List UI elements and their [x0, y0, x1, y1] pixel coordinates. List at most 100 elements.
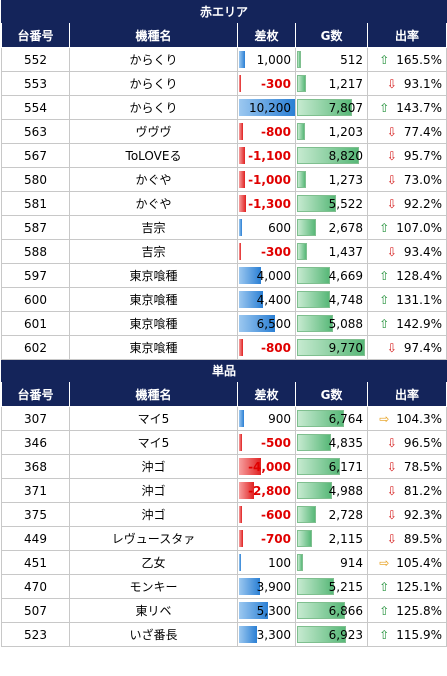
table-row[interactable]: 581 かぐや -1,300 5,522 ⇩ 92.2%	[1, 191, 447, 216]
diff-value: -700	[260, 531, 291, 546]
rate-value: 93.1%	[403, 76, 443, 91]
column-header[interactable]: G数	[295, 381, 368, 407]
rate-cell: ⇧ 131.1%	[366, 287, 447, 312]
machine-number: 368	[1, 454, 70, 479]
games-cell: 9,770	[295, 335, 368, 360]
machine-number: 602	[1, 335, 70, 360]
machine-number: 553	[1, 71, 70, 96]
diff-cell: 900	[237, 406, 296, 431]
machine-name: かぐや	[69, 191, 238, 216]
rate-cell: ⇩ 93.4%	[366, 239, 447, 264]
rate-value: 92.2%	[403, 196, 443, 211]
diff-bar	[239, 434, 242, 451]
diff-value: 100	[268, 555, 291, 570]
table-row[interactable]: 371 沖ゴ -2,800 4,988 ⇩ 81.2%	[1, 478, 447, 503]
rate-cell: ⇧ 165.5%	[366, 47, 447, 72]
arrow-down-icon: ⇩	[386, 76, 397, 91]
column-header[interactable]: 機種名	[69, 22, 238, 48]
table-row[interactable]: 597 東京喰種 4,000 4,669 ⇧ 128.4%	[1, 263, 447, 288]
machine-name: 東京喰種	[69, 311, 238, 336]
rate-cell: ⇩ 93.1%	[366, 71, 447, 96]
games-bar	[297, 482, 332, 499]
table-row[interactable]: 553 からくり -300 1,217 ⇩ 93.1%	[1, 71, 447, 96]
games-cell: 7,807	[295, 95, 368, 120]
column-header[interactable]: 台番号	[1, 22, 70, 48]
diff-value: 6,500	[256, 316, 291, 331]
table-row[interactable]: 346 マイ5 -500 4,835 ⇩ 96.5%	[1, 430, 447, 455]
table-row[interactable]: 375 沖ゴ -600 2,728 ⇩ 92.3%	[1, 502, 447, 527]
column-header[interactable]: 差枚	[237, 381, 296, 407]
column-header[interactable]: 機種名	[69, 381, 238, 407]
table-row[interactable]: 451 乙女 100 914 ⇨ 105.4%	[1, 550, 447, 575]
games-cell: 4,988	[295, 478, 368, 503]
column-header[interactable]: 台番号	[1, 381, 70, 407]
machine-number: 451	[1, 550, 70, 575]
column-header[interactable]: 出率	[366, 22, 447, 48]
table-row[interactable]: 587 吉宗 600 2,678 ⇧ 107.0%	[1, 215, 447, 240]
table-row[interactable]: 449 レヴュースタァ -700 2,115 ⇩ 89.5%	[1, 526, 447, 551]
table-row[interactable]: 600 東京喰種 4,400 4,748 ⇧ 131.1%	[1, 287, 447, 312]
games-value: 6,866	[328, 603, 363, 618]
games-bar	[297, 75, 306, 92]
diff-value: -800	[260, 124, 291, 139]
machine-name: からくり	[69, 71, 238, 96]
diff-value: -2,800	[248, 483, 291, 498]
diff-bar	[239, 578, 261, 595]
games-value: 4,835	[328, 435, 363, 450]
machine-name: ヴヴヴ	[69, 119, 238, 144]
arrow-up-icon: ⇧	[379, 100, 390, 115]
machine-name: 東京喰種	[69, 263, 238, 288]
games-cell: 6,866	[295, 598, 368, 623]
rate-cell: ⇩ 96.5%	[366, 430, 447, 455]
table-row[interactable]: 470 モンキー 3,900 5,215 ⇧ 125.1%	[1, 574, 447, 599]
rate-value: 78.5%	[403, 459, 443, 474]
header-row: 台番号 機種名 差枚 G数 出率	[1, 22, 447, 48]
table-row[interactable]: 567 ToLOVEる -1,100 8,820 ⇩ 95.7%	[1, 143, 447, 168]
table-row[interactable]: 601 東京喰種 6,500 5,088 ⇧ 142.9%	[1, 311, 447, 336]
games-cell: 1,273	[295, 167, 368, 192]
table-row[interactable]: 552 からくり 1,000 512 ⇧ 165.5%	[1, 47, 447, 72]
machine-number: 307	[1, 406, 70, 431]
rate-value: 96.5%	[403, 435, 443, 450]
diff-bar	[239, 123, 244, 140]
diff-cell: 3,300	[237, 622, 296, 647]
diff-value: 10,200	[249, 100, 291, 115]
games-value: 5,522	[328, 196, 363, 211]
games-cell: 2,115	[295, 526, 368, 551]
diff-bar	[239, 51, 245, 68]
machine-number: 563	[1, 119, 70, 144]
games-bar	[297, 626, 346, 643]
diff-value: 600	[268, 220, 291, 235]
games-value: 1,273	[328, 172, 363, 187]
column-header[interactable]: 差枚	[237, 22, 296, 48]
diff-value: -4,000	[248, 459, 291, 474]
games-bar	[297, 99, 352, 116]
diff-cell: 10,200	[237, 95, 296, 120]
table-row[interactable]: 602 東京喰種 -800 9,770 ⇩ 97.4%	[1, 335, 447, 360]
machine-number: 523	[1, 622, 70, 647]
table-row[interactable]: 368 沖ゴ -4,000 6,171 ⇩ 78.5%	[1, 454, 447, 479]
games-value: 6,923	[328, 627, 363, 642]
column-header[interactable]: G数	[295, 22, 368, 48]
machine-number: 470	[1, 574, 70, 599]
table-row[interactable]: 580 かぐや -1,000 1,273 ⇩ 73.0%	[1, 167, 447, 192]
games-bar	[297, 147, 359, 164]
rate-value: 104.3%	[396, 411, 443, 426]
table-row[interactable]: 307 マイ5 900 6,764 ⇨ 104.3%	[1, 406, 447, 431]
diff-cell: -800	[237, 119, 296, 144]
rate-value: 143.7%	[396, 100, 443, 115]
table-row[interactable]: 563 ヴヴヴ -800 1,203 ⇩ 77.4%	[1, 119, 447, 144]
table-row[interactable]: 554 からくり 10,200 7,807 ⇧ 143.7%	[1, 95, 447, 120]
diff-value: 3,300	[256, 627, 291, 642]
table-row[interactable]: 588 吉宗 -300 1,437 ⇩ 93.4%	[1, 239, 447, 264]
diff-cell: -600	[237, 502, 296, 527]
table-row[interactable]: 507 東リベ 5,300 6,866 ⇧ 125.8%	[1, 598, 447, 623]
column-header[interactable]: 出率	[366, 381, 447, 407]
arrow-down-icon: ⇩	[386, 172, 397, 187]
games-value: 2,115	[328, 531, 363, 546]
rate-value: 92.3%	[403, 507, 443, 522]
diff-bar	[239, 291, 264, 308]
machine-number: 507	[1, 598, 70, 623]
table-row[interactable]: 523 いざ番長 3,300 6,923 ⇧ 115.9%	[1, 622, 447, 647]
games-bar	[297, 410, 345, 427]
